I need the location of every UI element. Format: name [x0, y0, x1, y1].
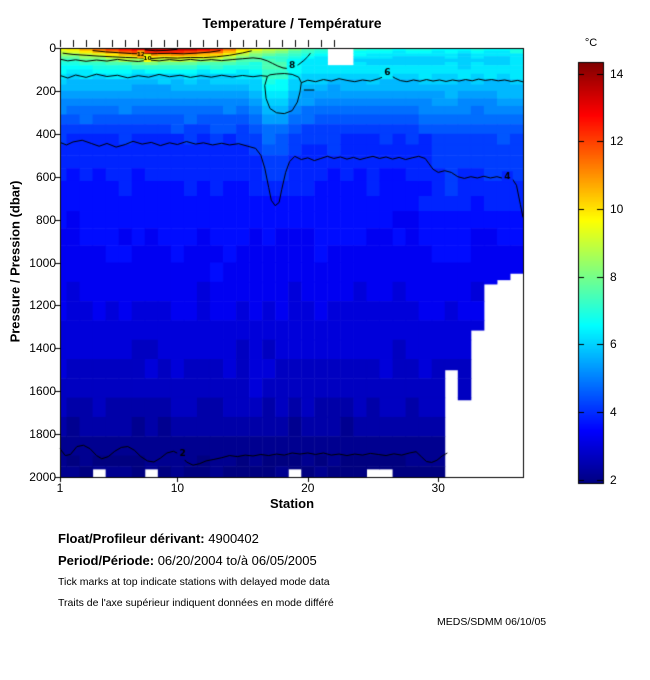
- float-value: 4900402: [204, 531, 259, 546]
- y-tick-label: 1600: [29, 384, 56, 399]
- period-line: Period/Période: 06/20/2004 to/à 06/05/20…: [58, 553, 317, 568]
- y-tick-label: 1800: [29, 427, 56, 442]
- y-tick-label: 0: [49, 41, 56, 55]
- period-value: 06/20/2004 to/à 06/05/2005: [154, 553, 317, 568]
- y-tick-label: 400: [35, 126, 56, 141]
- colorbar-tick-label: 4: [610, 404, 617, 419]
- y-tick-label: 200: [35, 83, 56, 98]
- chart-title: Temperature / Température: [202, 15, 382, 31]
- colorbar-tick-label: 10: [610, 202, 624, 217]
- colorbar-tick-label: 14: [610, 66, 624, 81]
- float-label: Float/Profileur dérivant:: [58, 531, 205, 546]
- x-tick-label: 1: [56, 481, 64, 495]
- colorbar-tick-label: 8: [610, 269, 617, 284]
- y-tick-label: 1400: [29, 341, 56, 356]
- y-tick-label: 1000: [29, 255, 56, 270]
- y-tick-label: 800: [35, 212, 56, 227]
- colorbar-tick-label: 2: [610, 472, 617, 487]
- x-tick-label: 10: [170, 481, 185, 495]
- colorbar-tick-label: 6: [610, 337, 617, 352]
- colorbar-tick-label: 12: [610, 134, 624, 149]
- x-tick-label: 20: [301, 481, 315, 495]
- colorbar-unit-label: °C: [584, 37, 598, 49]
- note-delayed-mode-fr: Traits de l'axe supérieur indiquent donn…: [58, 597, 334, 609]
- y-tick-label: 600: [35, 169, 56, 184]
- y-tick-label: 1200: [29, 298, 56, 313]
- y-tick-label: 2000: [29, 470, 56, 484]
- note-delayed-mode-en: Tick marks at top indicate stations with…: [58, 576, 330, 588]
- x-axis-label: Station: [269, 496, 315, 511]
- float-line: Float/Profileur dérivant: 4900402: [58, 531, 259, 546]
- x-tick-label: 30: [431, 481, 445, 495]
- credit-stamp: MEDS/SDMM 06/10/05: [437, 616, 547, 628]
- period-label: Period/Période:: [58, 553, 155, 568]
